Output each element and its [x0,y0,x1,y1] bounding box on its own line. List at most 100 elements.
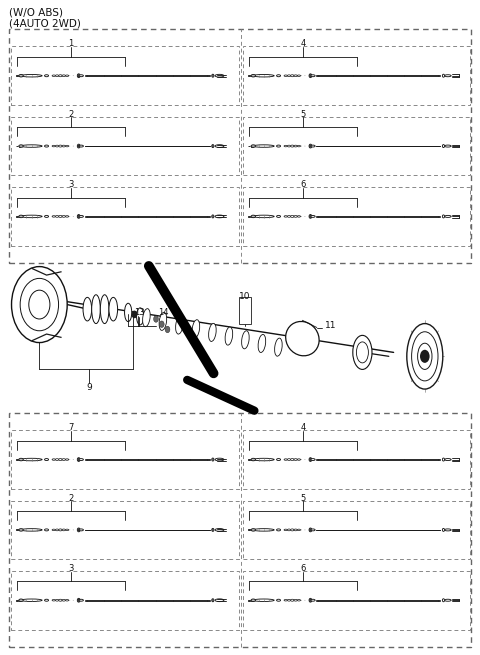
Circle shape [212,145,214,147]
Ellipse shape [251,215,255,217]
Ellipse shape [284,599,288,601]
Circle shape [132,311,137,318]
Circle shape [212,458,214,460]
Circle shape [212,74,214,77]
Ellipse shape [62,529,65,531]
Bar [248,459,251,460]
Ellipse shape [297,215,300,217]
Circle shape [310,458,312,460]
Ellipse shape [52,75,55,77]
Circle shape [78,530,79,531]
Text: 3: 3 [68,564,73,573]
Ellipse shape [356,342,369,363]
Circle shape [301,75,302,76]
Bar [15,216,18,217]
Ellipse shape [62,458,65,460]
Bar [19,216,20,217]
Ellipse shape [79,599,84,601]
Ellipse shape [294,145,297,147]
Circle shape [443,215,444,218]
Ellipse shape [62,75,65,77]
Ellipse shape [45,458,48,460]
Bar [11,47,240,105]
Ellipse shape [353,335,372,369]
Text: 2: 2 [68,493,73,502]
Ellipse shape [55,599,59,601]
Text: 3: 3 [68,180,73,189]
Bar [251,145,252,147]
Circle shape [77,74,80,77]
Circle shape [29,290,50,319]
Ellipse shape [59,529,62,531]
Circle shape [78,146,79,147]
Ellipse shape [284,145,288,147]
Ellipse shape [215,529,224,531]
Bar [11,571,240,629]
Ellipse shape [55,215,59,217]
Ellipse shape [137,308,144,325]
Ellipse shape [21,215,42,217]
Bar [19,145,20,147]
Circle shape [154,316,158,322]
Ellipse shape [62,145,65,147]
Ellipse shape [311,215,315,217]
Ellipse shape [251,75,255,77]
Ellipse shape [311,75,315,77]
Ellipse shape [55,458,59,460]
Ellipse shape [444,529,451,531]
Circle shape [78,599,80,601]
Ellipse shape [19,145,23,147]
Ellipse shape [79,75,84,77]
Ellipse shape [83,297,92,321]
Ellipse shape [294,599,297,601]
Ellipse shape [311,458,315,460]
Circle shape [212,75,214,77]
Ellipse shape [79,215,84,217]
Ellipse shape [215,215,224,217]
Ellipse shape [59,145,62,147]
Text: (4AUTO 2WD): (4AUTO 2WD) [9,18,81,28]
Bar [248,600,251,601]
Circle shape [212,599,214,601]
Bar [9,29,471,263]
Circle shape [12,267,67,343]
Circle shape [77,215,80,218]
Circle shape [77,599,80,602]
Bar [239,297,251,324]
Ellipse shape [291,458,294,460]
Ellipse shape [55,529,59,531]
Circle shape [310,145,312,147]
Ellipse shape [297,599,300,601]
Ellipse shape [276,75,280,77]
Text: 10: 10 [239,291,251,301]
Circle shape [310,529,312,531]
Bar [19,600,20,601]
Ellipse shape [444,599,451,601]
Text: 4: 4 [300,423,305,432]
Ellipse shape [276,599,280,601]
Ellipse shape [159,312,167,330]
Ellipse shape [21,529,42,531]
Circle shape [309,144,312,148]
Ellipse shape [109,297,118,321]
Ellipse shape [59,458,62,460]
Ellipse shape [21,599,42,601]
Bar [243,500,470,559]
Ellipse shape [288,215,291,217]
Ellipse shape [19,75,23,77]
Ellipse shape [55,75,59,77]
Ellipse shape [288,458,291,460]
Ellipse shape [444,145,451,147]
Ellipse shape [291,529,294,531]
Ellipse shape [251,529,255,531]
Circle shape [78,458,79,459]
Ellipse shape [45,145,48,147]
Bar [11,500,240,559]
Text: 14: 14 [158,308,168,317]
Ellipse shape [276,458,280,460]
Bar [243,47,470,105]
Ellipse shape [311,145,315,147]
Circle shape [78,75,80,77]
Ellipse shape [241,331,249,349]
Ellipse shape [291,215,294,217]
